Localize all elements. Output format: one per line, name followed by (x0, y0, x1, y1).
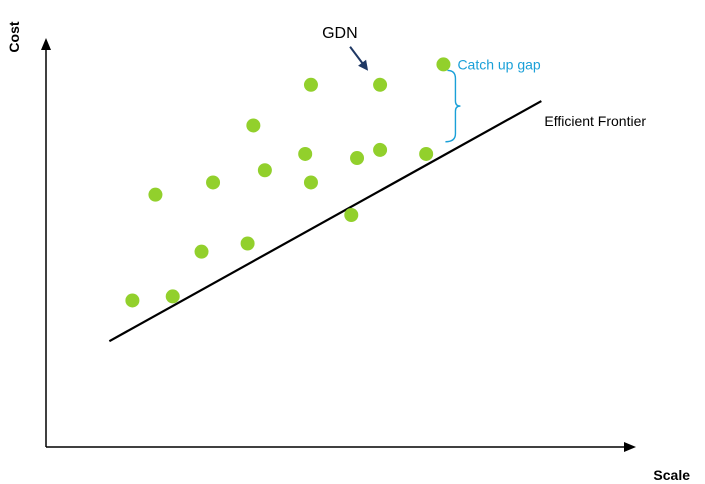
x-axis-arrowhead (624, 442, 636, 452)
data-point (298, 146, 313, 161)
data-point (373, 77, 388, 92)
points-group (125, 57, 451, 308)
axes: Cost Scale (6, 21, 690, 483)
catch-up-gap-bracket (445, 69, 461, 143)
gdn-arrow-head (358, 59, 369, 71)
data-point (436, 57, 451, 72)
frontier-group: Efficient Frontier (108, 100, 646, 343)
efficient-frontier-label: Efficient Frontier (544, 113, 646, 129)
data-point (373, 142, 388, 157)
data-point (125, 293, 140, 308)
data-point (303, 77, 318, 92)
annotations-group: GDN Catch up gap (322, 25, 541, 143)
data-point (240, 236, 255, 251)
gdn-label: GDN (322, 25, 358, 42)
data-point (419, 146, 434, 161)
data-point (257, 163, 272, 178)
data-point (344, 208, 359, 223)
y-axis-arrowhead (41, 38, 51, 50)
data-point (165, 289, 180, 304)
x-axis-label: Scale (653, 467, 690, 483)
data-point (350, 151, 365, 166)
data-point (246, 118, 261, 133)
data-point (303, 175, 318, 190)
efficient-frontier-line (108, 100, 542, 343)
catch-up-gap-label: Catch up gap (457, 56, 540, 72)
data-point (206, 175, 221, 190)
y-axis-label: Cost (6, 21, 22, 52)
data-point (148, 187, 163, 202)
data-point (194, 244, 209, 259)
